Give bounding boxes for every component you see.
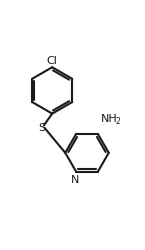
Text: 2: 2 [116, 116, 121, 125]
Text: N: N [71, 174, 80, 184]
Text: NH: NH [101, 114, 118, 124]
Text: S: S [38, 122, 45, 132]
Text: Cl: Cl [47, 56, 58, 65]
